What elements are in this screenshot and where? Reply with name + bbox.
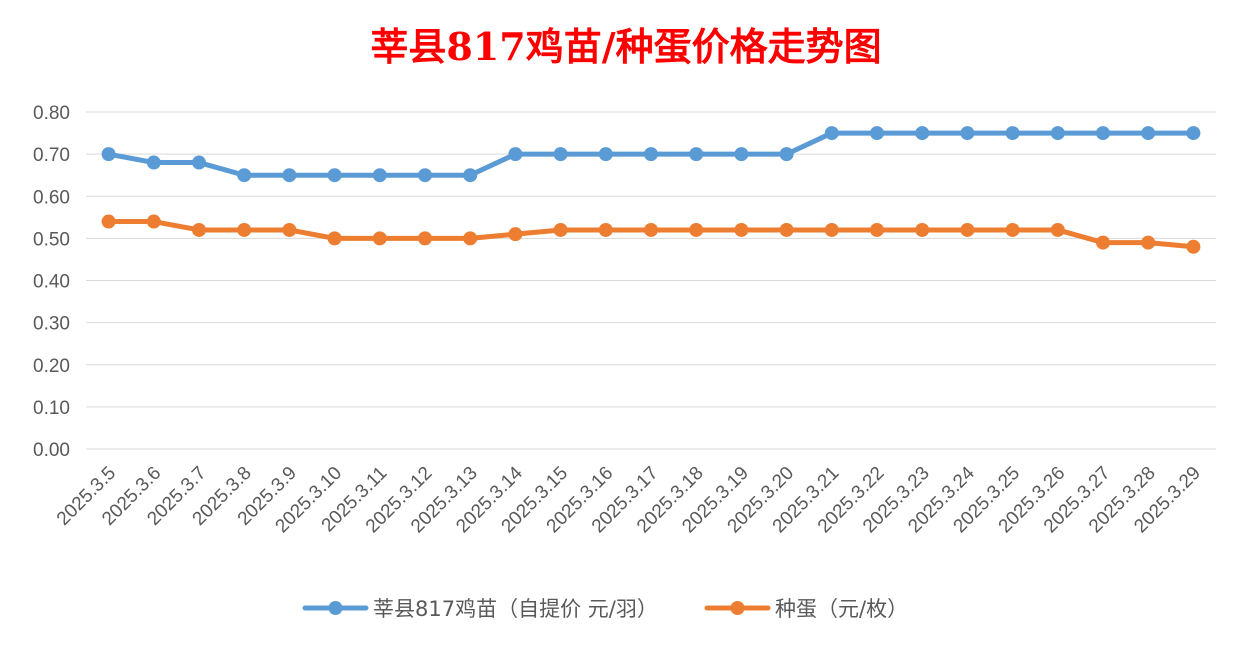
- data-point: [824, 222, 839, 237]
- data-point: [553, 222, 568, 237]
- data-point: [960, 222, 975, 237]
- data-point: [1096, 126, 1110, 141]
- data-point: [644, 147, 658, 162]
- data-point: [237, 168, 252, 183]
- data-point: [101, 147, 116, 162]
- data-point: [101, 214, 116, 229]
- y-tick-label: 0.60: [33, 187, 70, 208]
- y-axis-ticks: 0.00 0.10 0.20 0.30 0.40 0.50 0.60 0.70 0.80: [33, 103, 70, 461]
- data-point: [553, 147, 568, 162]
- y-tick-label: 0.80: [33, 103, 70, 124]
- data-point: [779, 147, 794, 162]
- y-tick-label: 0.10: [33, 398, 70, 419]
- data-point: [508, 227, 523, 242]
- legend-item: 莘县817鸡苗（自提价 元/羽）: [302, 597, 658, 621]
- data-point: [689, 147, 704, 162]
- data-point: [192, 222, 206, 237]
- data-point: [1005, 222, 1020, 237]
- data-point: [463, 168, 478, 183]
- data-point: [644, 222, 658, 237]
- data-point: [418, 231, 432, 246]
- legend-label: 莘县817鸡苗（自提价 元/羽）: [373, 597, 658, 621]
- legend-swatch-marker: [328, 601, 343, 615]
- data-point: [689, 222, 704, 237]
- data-point: [1141, 126, 1156, 141]
- legend-item: 种蛋（元/枚）: [704, 597, 908, 621]
- data-point: [598, 147, 613, 162]
- data-point: [237, 222, 252, 237]
- data-point: [282, 168, 297, 183]
- data-point: [598, 222, 613, 237]
- data-point: [1005, 126, 1020, 141]
- y-tick-label: 0.00: [33, 440, 70, 461]
- y-tick-label: 0.40: [33, 272, 70, 293]
- series-1: [101, 126, 1201, 183]
- y-tick-label: 0.70: [33, 145, 70, 166]
- y-tick-label: 0.20: [33, 356, 70, 377]
- data-point: [960, 126, 975, 141]
- legend: 莘县817鸡苗（自提价 元/羽） 种蛋（元/枚）: [302, 597, 908, 621]
- data-point: [1050, 222, 1065, 237]
- data-point: [372, 168, 387, 183]
- data-point: [508, 147, 523, 162]
- series-2: [101, 214, 1201, 254]
- data-point: [146, 214, 161, 229]
- data-point: [372, 231, 387, 246]
- data-point: [824, 126, 839, 141]
- chart-title: 莘县817鸡苗/种蛋价格走势图: [370, 24, 881, 69]
- data-point: [779, 222, 794, 237]
- grid-lines: [86, 111, 1216, 450]
- data-point: [1096, 235, 1110, 250]
- data-point: [192, 155, 206, 170]
- legend-label: 种蛋（元/枚）: [775, 597, 908, 621]
- data-point: [1186, 126, 1201, 141]
- data-point: [870, 126, 884, 141]
- data-point: [870, 222, 884, 237]
- data-point: [915, 222, 930, 237]
- data-point: [463, 231, 478, 246]
- data-point: [327, 168, 342, 183]
- y-tick-label: 0.30: [33, 314, 70, 335]
- data-point: [734, 147, 749, 162]
- data-point: [418, 168, 432, 183]
- data-point: [1141, 235, 1156, 250]
- data-point: [1186, 239, 1201, 254]
- data-point: [734, 222, 749, 237]
- data-point: [282, 222, 297, 237]
- data-point: [1050, 126, 1065, 141]
- data-point: [915, 126, 930, 141]
- data-point: [327, 231, 342, 246]
- legend-swatch-marker: [730, 601, 745, 615]
- series-layer: [101, 126, 1201, 254]
- y-tick-label: 0.50: [33, 229, 70, 250]
- data-point: [146, 155, 161, 170]
